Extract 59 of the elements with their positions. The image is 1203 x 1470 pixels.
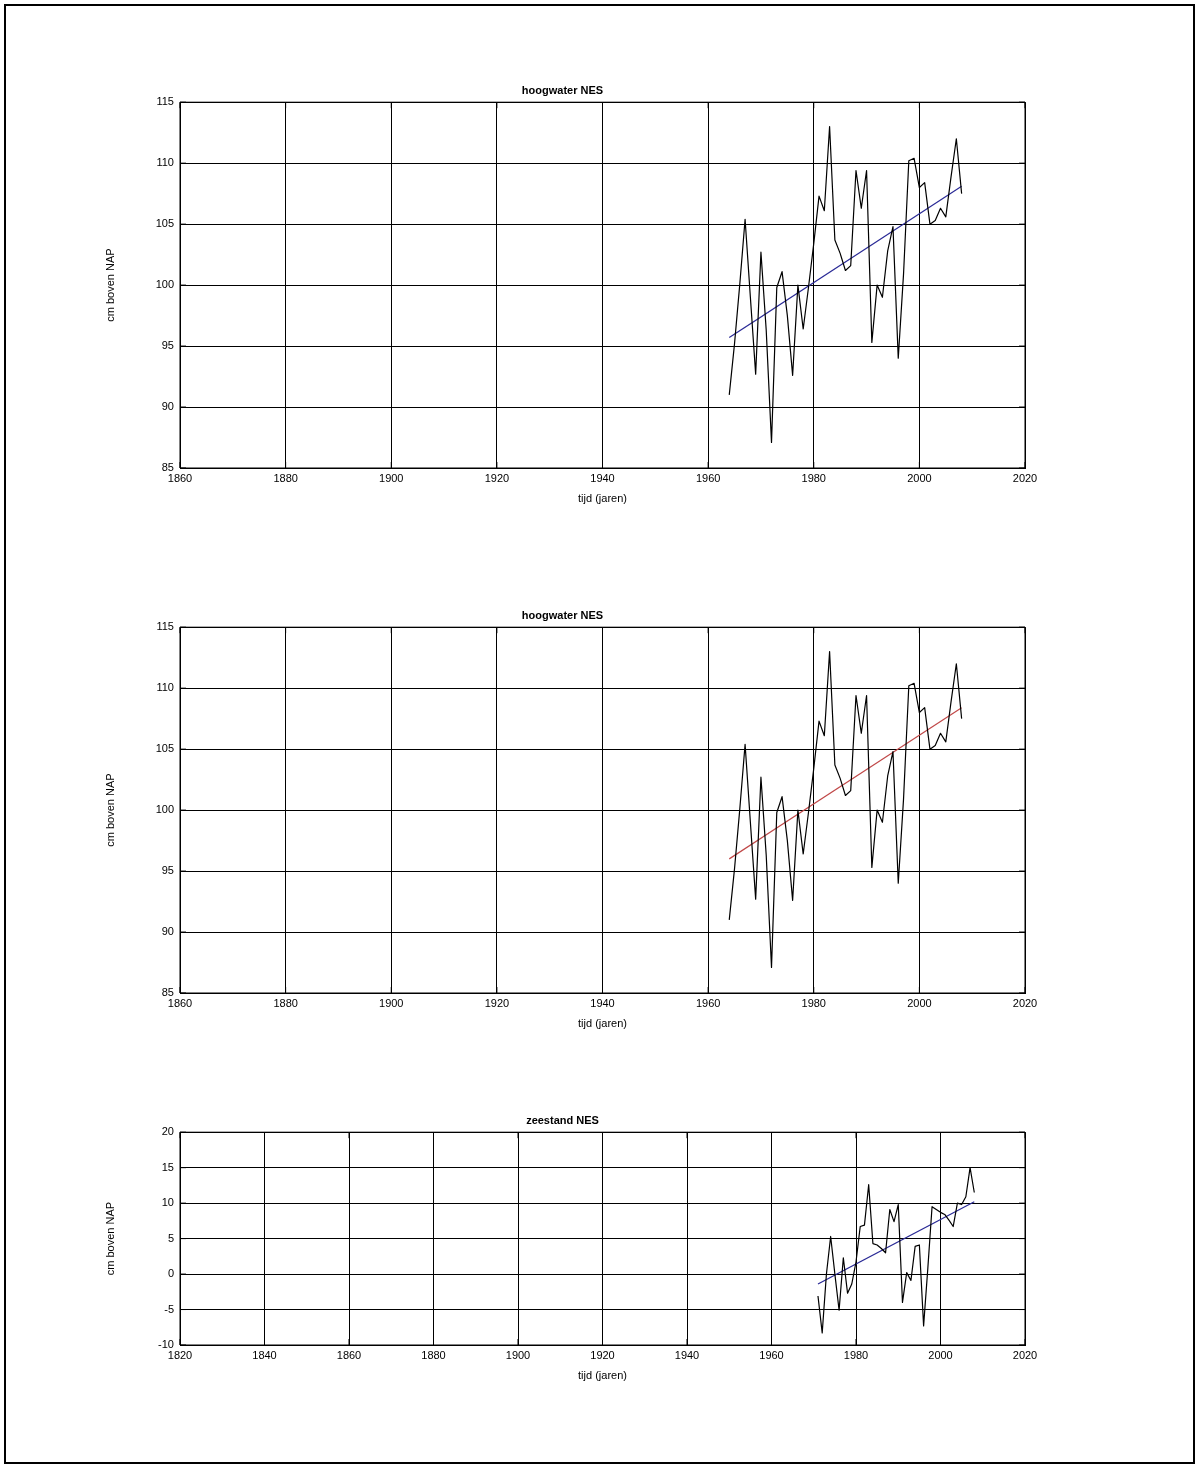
x-tick-label: 1940 — [590, 471, 615, 484]
x-tick-label: 1920 — [484, 996, 510, 1009]
y-tick-label: 90 — [161, 925, 174, 938]
y-tick-label: 0 — [167, 1267, 174, 1280]
chart-title: zeestand NES — [526, 1113, 599, 1126]
x-tick-label: 2020 — [1012, 471, 1038, 484]
x-tick-label: 1880 — [273, 996, 298, 1009]
x-tick-label: 1980 — [801, 471, 826, 484]
x-axis-title: tijd (jaren) — [578, 492, 627, 505]
y-tick-label: 10 — [161, 1196, 174, 1209]
x-tick-label: 2020 — [1012, 996, 1038, 1009]
y-tick-label: 85 — [161, 986, 174, 999]
x-tick-label: 2000 — [907, 996, 932, 1009]
y-tick-label: 110 — [156, 156, 174, 169]
x-tick-label: 1860 — [167, 996, 193, 1009]
x-tick-label: 1900 — [379, 996, 404, 1009]
x-tick-label: 1920 — [590, 1348, 615, 1361]
y-axis-title: cm boven NAP — [103, 773, 116, 847]
x-tick-label: 1900 — [379, 471, 404, 484]
y-tick-label: 110 — [156, 681, 174, 694]
y-tick-label: 105 — [155, 742, 174, 755]
chart-title: hoogwater NES — [521, 83, 604, 96]
x-tick-label: 1880 — [421, 1348, 446, 1361]
x-axis-title: tijd (jaren) — [578, 1017, 627, 1030]
y-tick-label: 115 — [156, 95, 174, 108]
x-tick-label: 1960 — [695, 471, 721, 484]
y-tick-label: -10 — [158, 1338, 174, 1351]
x-tick-label: 1820 — [167, 1348, 193, 1361]
x-tick-label: 1860 — [167, 471, 193, 484]
y-tick-label: 115 — [156, 620, 174, 633]
y-tick-label: 85 — [161, 461, 174, 474]
y-tick-label: 100 — [155, 803, 174, 816]
x-tick-label: 1980 — [843, 1348, 869, 1361]
y-tick-label: 95 — [161, 864, 174, 877]
x-tick-label: 1980 — [801, 996, 826, 1009]
x-tick-label: 2000 — [928, 1348, 953, 1361]
x-tick-label: 1920 — [484, 471, 510, 484]
x-tick-label: 1960 — [759, 1348, 784, 1361]
y-axis-title: cm boven NAP — [103, 1201, 116, 1276]
y-tick-label: 15 — [161, 1160, 174, 1173]
x-tick-label: 1960 — [695, 996, 721, 1009]
x-tick-label: 2000 — [907, 471, 932, 484]
x-axis-title: tijd (jaren) — [578, 1369, 627, 1382]
x-tick-label: 2020 — [1012, 1348, 1038, 1361]
x-tick-label: 1940 — [590, 996, 615, 1009]
y-tick-label: 100 — [155, 278, 174, 291]
chart-title: hoogwater NES — [521, 608, 604, 621]
y-tick-label: 95 — [161, 339, 174, 352]
y-tick-label: 105 — [155, 217, 174, 230]
x-tick-label: 1860 — [336, 1348, 362, 1361]
x-tick-label: 1940 — [674, 1348, 700, 1361]
x-tick-label: 1900 — [505, 1348, 531, 1361]
x-tick-label: 1840 — [252, 1348, 277, 1361]
y-tick-label: 20 — [161, 1125, 174, 1138]
x-tick-label: 1880 — [273, 471, 298, 484]
y-tick-label: 90 — [161, 400, 174, 413]
y-tick-label: 5 — [167, 1231, 174, 1244]
y-axis-title: cm boven NAP — [103, 248, 116, 322]
y-tick-label: -5 — [164, 1302, 174, 1315]
